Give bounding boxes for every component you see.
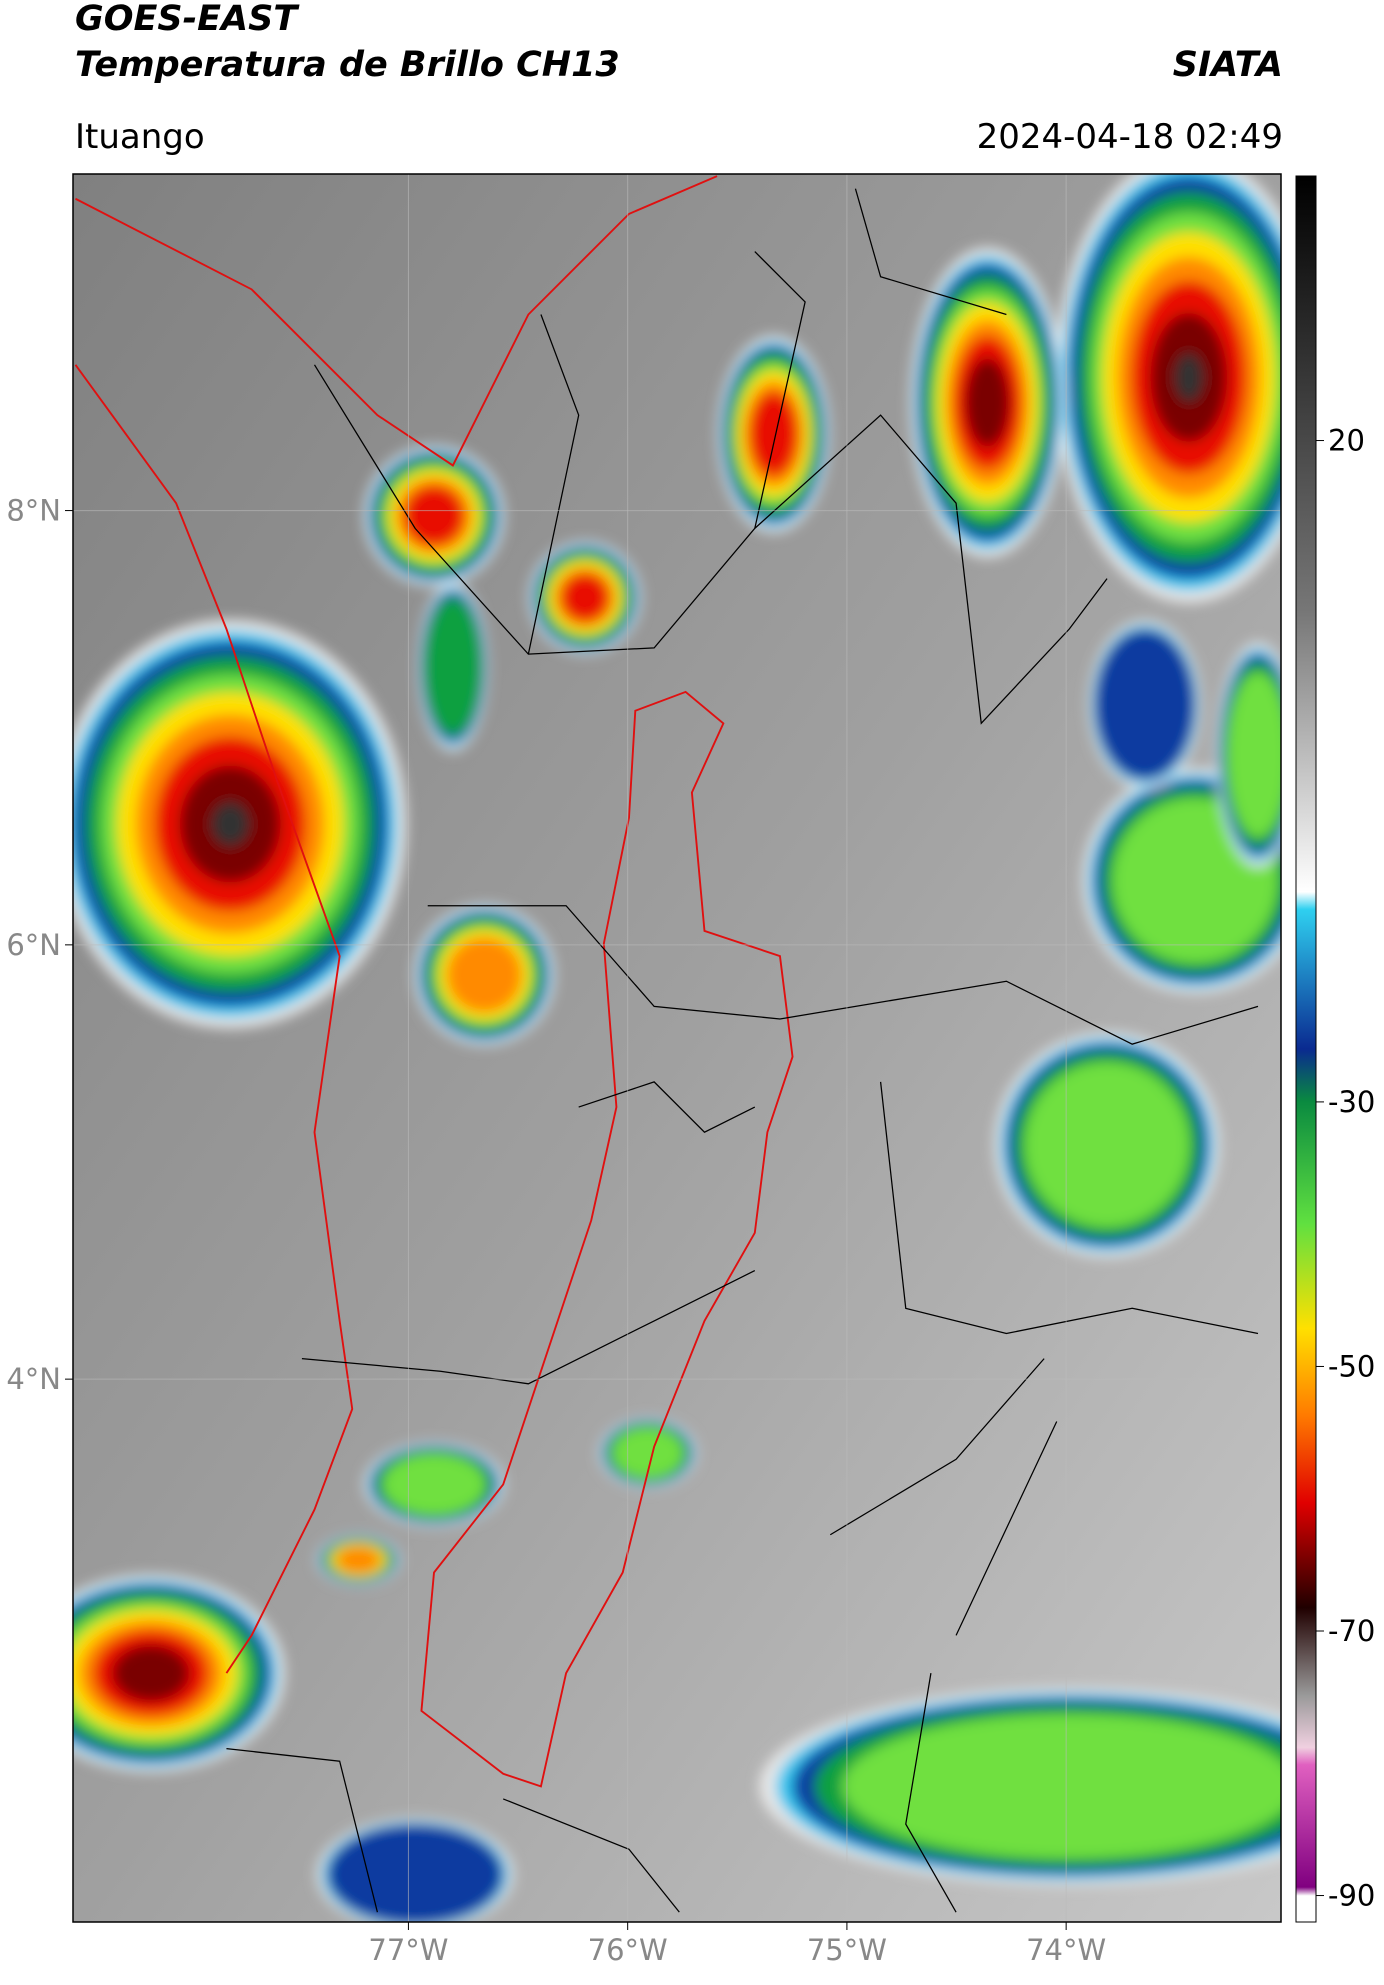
colorbar-tick-label: -90 [1328, 1879, 1375, 1913]
cloud [335, 1546, 382, 1574]
cloud [1174, 353, 1204, 402]
colorbar-ticks: 20 -30 -50 -70 -90 [1316, 424, 1375, 1913]
cloud [446, 937, 523, 1013]
cloud [327, 1824, 504, 1922]
datetime: 2024-04-18 02:49 [977, 117, 1283, 157]
source: SIATA [1173, 45, 1283, 85]
y-tick-label: 4°N [6, 1362, 61, 1396]
region: Ituango [75, 117, 205, 157]
cloud [560, 573, 610, 622]
colorbar-tick-label: -70 [1328, 1614, 1375, 1648]
cloud [423, 597, 482, 737]
cloud [1024, 1062, 1190, 1228]
colorbar [1295, 175, 1317, 1923]
cloud [382, 1453, 486, 1516]
axes: 77°W 76°W 75°W 74°W 8°N 6°N 4°N [6, 494, 1106, 1967]
borders [74, 175, 1259, 1913]
cloud [403, 485, 465, 546]
cloud [112, 1644, 190, 1702]
title: Temperatura de Brillo CH13 [75, 45, 620, 85]
x-tick-label: 76°W [588, 1933, 668, 1967]
map-frame [72, 173, 1282, 1923]
colorbar-tick-label: -50 [1328, 1349, 1375, 1383]
title: GOES-EAST [75, 0, 300, 39]
y-tick-label: 6°N [6, 928, 61, 962]
colorbar-tick-label: 20 [1328, 424, 1365, 458]
cloud [965, 358, 1010, 447]
cloud [1227, 672, 1281, 838]
cloud [749, 391, 798, 477]
cloud [842, 1714, 1281, 1859]
cloud [1094, 629, 1196, 780]
cloud [611, 1427, 684, 1479]
cloud [211, 802, 250, 846]
x-tick-label: 74°W [1026, 1933, 1106, 1967]
x-tick-label: 77°W [368, 1933, 448, 1967]
imagery [73, 174, 1281, 1922]
x-tick-label: 75°W [807, 1933, 887, 1967]
clouds [73, 174, 1281, 1922]
graticule [73, 174, 1281, 1922]
y-tick-label: 8°N [6, 494, 61, 528]
colorbar-tick-label: -30 [1328, 1085, 1375, 1119]
